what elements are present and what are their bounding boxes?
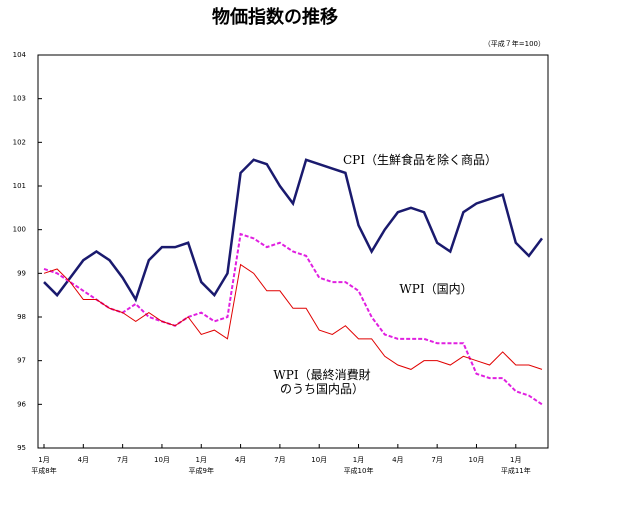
- x-tick-label: 1月: [510, 456, 521, 464]
- plot-frame: [37, 54, 549, 449]
- x-tick-label: 1月: [38, 456, 49, 464]
- series-line: [43, 158, 543, 303]
- x-tick-label: 10月: [469, 456, 485, 464]
- y-tick-label: 97: [17, 357, 26, 365]
- y-tick-label: 102: [13, 138, 26, 146]
- year-label: 平成11年: [501, 466, 531, 475]
- x-tick-label: 7月: [117, 456, 128, 464]
- y-tick-label: 100: [13, 226, 26, 234]
- year-label: 平成8年: [31, 466, 56, 475]
- y-tick-label: 103: [13, 95, 26, 103]
- year-label: 平成9年: [189, 466, 214, 475]
- x-tick-label: 1月: [353, 456, 364, 464]
- x-tick-label: 10月: [311, 456, 327, 464]
- series-label: CPI（生鮮食品を除く商品）: [343, 153, 497, 167]
- y-tick-label: 98: [17, 313, 26, 321]
- series-line: [43, 232, 543, 406]
- y-tick-label: 95: [17, 444, 26, 452]
- x-tick-label: 7月: [431, 456, 442, 464]
- x-tick-label: 10月: [154, 456, 170, 464]
- y-tick-label: 104: [13, 51, 27, 59]
- x-tick-label: 4月: [78, 456, 89, 464]
- x-tick-label: 7月: [274, 456, 285, 464]
- chart-title: 物価指数の推移: [212, 6, 338, 28]
- y-tick-label: 96: [17, 400, 26, 408]
- y-tick-label: 101: [13, 182, 26, 190]
- series-label: WPI（最終消費財 のうち国内品）: [273, 368, 371, 396]
- year-label: 平成10年: [344, 466, 374, 475]
- unit-note: （平成７年=100）: [484, 39, 545, 48]
- x-tick-label: 4月: [392, 456, 403, 464]
- series-line: [43, 263, 543, 370]
- x-tick-label: 1月: [196, 456, 207, 464]
- series-label: WPI（国内）: [399, 282, 473, 296]
- y-tick-label: 99: [17, 269, 26, 277]
- x-tick-label: 4月: [235, 456, 246, 464]
